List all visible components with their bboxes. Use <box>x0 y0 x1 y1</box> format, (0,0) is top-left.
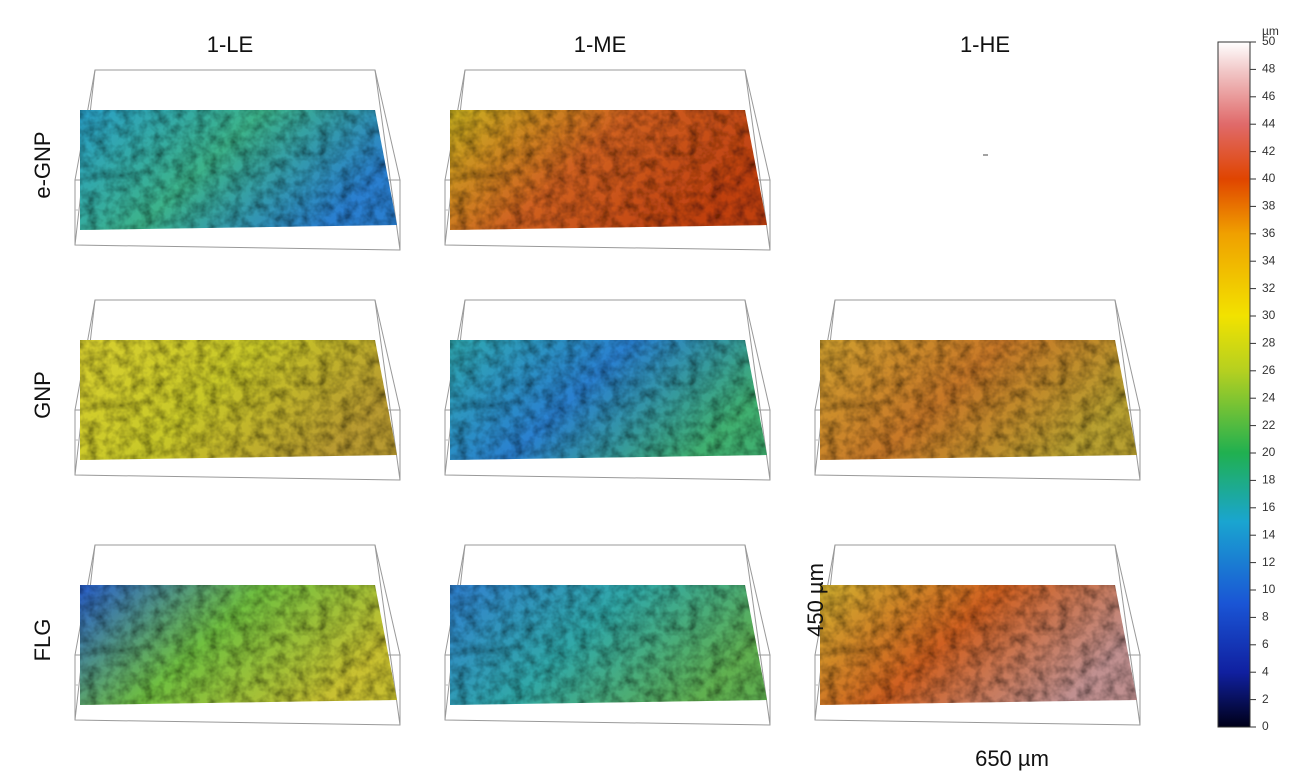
colorbar-tick-label: 44 <box>1262 116 1276 130</box>
column-header: 1-LE <box>207 32 253 57</box>
surface <box>450 110 767 230</box>
colorbar-tick-label: 40 <box>1262 171 1276 185</box>
colorbar-tick-label: 50 <box>1262 34 1276 48</box>
surface-panel <box>815 300 1140 480</box>
colorbar-tick-label: 42 <box>1262 144 1276 158</box>
colorbar-tick-label: 22 <box>1262 418 1276 432</box>
page: µm 450 µm 650 µm 1-LE1-ME1-HEe-GNPGNPFLG… <box>0 0 1295 771</box>
colorbar-tick-label: 20 <box>1262 445 1276 459</box>
colorbar-tick-label: 10 <box>1262 582 1276 596</box>
colorbar-tick-label: 26 <box>1262 363 1276 377</box>
surface <box>80 585 397 705</box>
surface-panel <box>75 300 400 480</box>
colorbar-tick-label: 12 <box>1262 555 1276 569</box>
surface-panel <box>75 545 400 725</box>
surface <box>450 340 767 460</box>
colorbar-tick-label: 38 <box>1262 199 1276 213</box>
surface <box>820 340 1137 460</box>
column-header: 1-HE <box>960 32 1010 57</box>
colorbar-tick-label: 24 <box>1262 390 1276 404</box>
row-header: e-GNP <box>30 131 55 198</box>
colorbar-tick-label: 0 <box>1262 719 1269 733</box>
colorbar-tick-label: 32 <box>1262 281 1276 295</box>
colorbar-tick-label: 8 <box>1262 610 1269 624</box>
surface-panel <box>815 545 1140 725</box>
surface-panels <box>75 70 1140 725</box>
figure: µm 450 µm 650 µm 1-LE1-ME1-HEe-GNPGNPFLG… <box>0 0 1295 771</box>
surface-panel <box>75 70 400 250</box>
surface <box>80 340 397 460</box>
colorbar-tick-label: 36 <box>1262 226 1276 240</box>
surface <box>450 585 767 705</box>
colorbar-tick-label: 34 <box>1262 253 1276 267</box>
colorbar-tick-label: 28 <box>1262 336 1276 350</box>
surface <box>820 585 1137 705</box>
colorbar-tick-label: 2 <box>1262 692 1269 706</box>
colorbar-tick-label: 46 <box>1262 89 1276 103</box>
colorbar-tick-label: 4 <box>1262 664 1269 678</box>
width-label: 650 µm <box>975 746 1049 771</box>
colorbar-tick-label: 6 <box>1262 637 1269 651</box>
surface-panel <box>445 545 770 725</box>
surface <box>80 110 397 230</box>
row-header: FLG <box>30 619 55 662</box>
colorbar-tick-label: 18 <box>1262 473 1276 487</box>
column-header: 1-ME <box>574 32 627 57</box>
depth-label: 450 µm <box>803 563 828 637</box>
colorbar-tick-label: 16 <box>1262 500 1276 514</box>
surface-panel <box>445 70 770 250</box>
colorbar-tick-label: 48 <box>1262 62 1276 76</box>
colorbar <box>1218 42 1250 727</box>
row-header: GNP <box>30 371 55 419</box>
colorbar-tick-label: 30 <box>1262 308 1276 322</box>
colorbar-tick-label: 14 <box>1262 527 1276 541</box>
surface-panel <box>445 300 770 480</box>
